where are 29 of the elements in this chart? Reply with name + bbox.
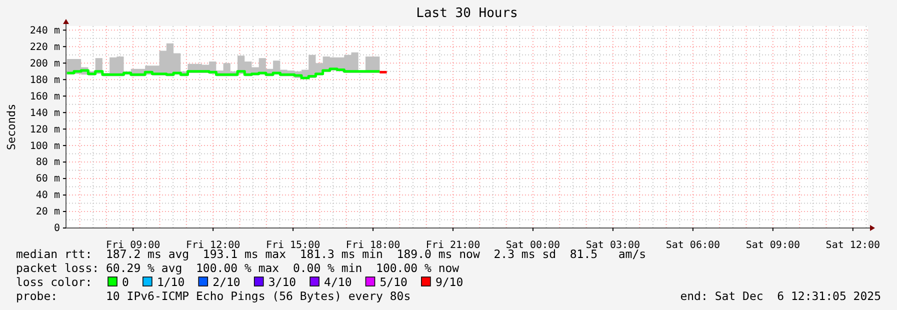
chart-title: Last 30 Hours [416,6,518,21]
y-tick-label: 120 m [30,124,60,136]
y-tick-label: 200 m [30,58,60,70]
y-axis-title: Seconds [5,104,18,150]
y-tick-label: 100 m [30,140,60,152]
x-tick-label: Sat 09:00 [746,240,800,251]
y-tick-label: 20 m [36,206,60,218]
y-tick-label: 80 m [36,157,60,168]
legend-label: 5/10 [380,275,408,289]
text: probe: 10 IPv6-ICMP Echo Pings (56 Bytes) every 80s [16,289,411,303]
y-tick-label: 220 m [30,42,60,53]
x-tick-label: Sat 06:00 [666,240,720,251]
y-tick-label: 240 m [30,25,60,36]
y-tick-label: 0 [54,223,60,234]
text: end: Sat Dec 6 12:31:05 2025 [680,289,881,303]
legend-label: 3/10 [268,275,296,289]
legend-label: 1/10 [156,275,185,289]
legend-label: 0 [122,275,129,289]
y-tick-label: 140 m [30,108,60,119]
y-tick-label: 40 m [36,190,60,202]
legend-label: 9/10 [435,275,464,289]
y-tick-label: 180 m [30,74,60,86]
legend-label: 2/10 [212,275,240,289]
y-tick-label: 160 m [30,91,60,102]
text: packet loss: 60.29 % avg 100.00 % max 0.00 % min 100.00 % now [16,261,460,275]
legend-label: 4/10 [324,275,352,289]
legend-title: loss color: [16,275,92,289]
x-tick-label: Sat 12:00 [826,240,880,251]
y-tick-label: 60 m [36,174,60,185]
